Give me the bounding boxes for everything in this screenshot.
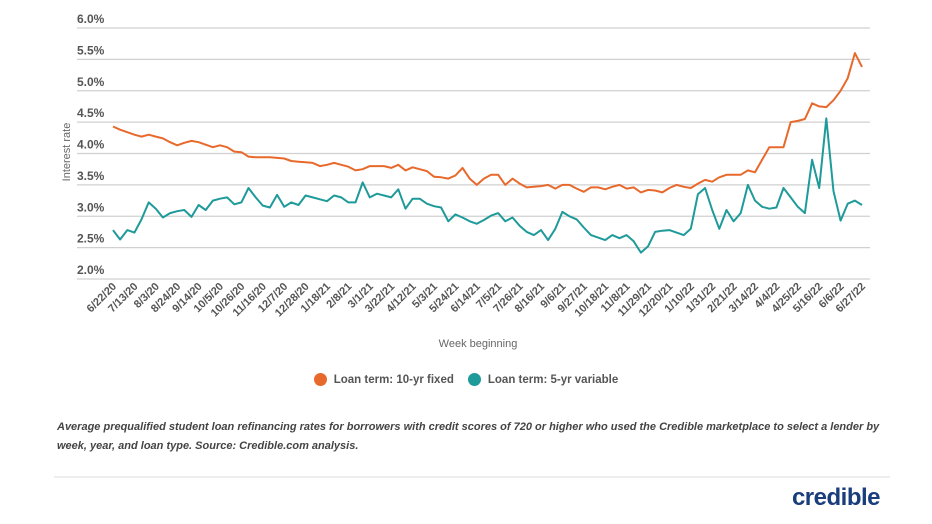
- y-tick-label: 4.0%: [77, 138, 105, 152]
- y-tick-label: 2.0%: [77, 263, 105, 277]
- y-tick-label: 5.0%: [77, 75, 105, 89]
- divider: [54, 476, 890, 478]
- y-tick-label: 3.0%: [77, 200, 105, 214]
- y-tick-label: 2.5%: [77, 232, 105, 246]
- x-axis-label: Week beginning: [439, 338, 518, 350]
- series-lines: [112, 52, 863, 254]
- y-axis-label: Interest rate: [61, 123, 73, 182]
- credible-logo: credible: [791, 484, 881, 511]
- y-tick-label: 6.0%: [77, 12, 105, 26]
- legend-label: Loan term: 10-yr fixed: [333, 373, 454, 386]
- line-chart: 2.0% 2.5% 3.0% 3.5% 4.0% 4.5% 5.0% 5.5% 6.0% Int…: [61, 12, 870, 350]
- y-tick-label: 5.5%: [77, 43, 105, 57]
- legend-item-10yr-fixed: Loan term: 10-yr fixed: [313, 373, 454, 386]
- chart-caption: Average prequalified student loan refina…: [57, 421, 880, 452]
- legend-dot-orange-icon: [313, 373, 327, 386]
- y-axis-ticks: 2.0% 2.5% 3.0% 3.5% 4.0% 4.5% 5.0% 5.5% 6.0%: [77, 12, 105, 277]
- series-line-1: [112, 117, 863, 254]
- y-tick-label: 3.5%: [77, 169, 105, 183]
- legend-dot-teal-icon: [467, 373, 481, 386]
- legend-item-5yr-variable: Loan term: 5-yr variable: [467, 373, 619, 386]
- series-line-0: [112, 52, 863, 194]
- legend: Loan term: 10-yr fixed Loan term: 5-yr v…: [0, 373, 932, 386]
- x-axis-ticks: 6/22/207/13/208/3/208/24/209/14/2010/5/2…: [85, 281, 868, 320]
- y-tick-label: 4.5%: [77, 106, 105, 120]
- legend-label: Loan term: 5-yr variable: [487, 373, 619, 386]
- gridlines: [77, 27, 870, 280]
